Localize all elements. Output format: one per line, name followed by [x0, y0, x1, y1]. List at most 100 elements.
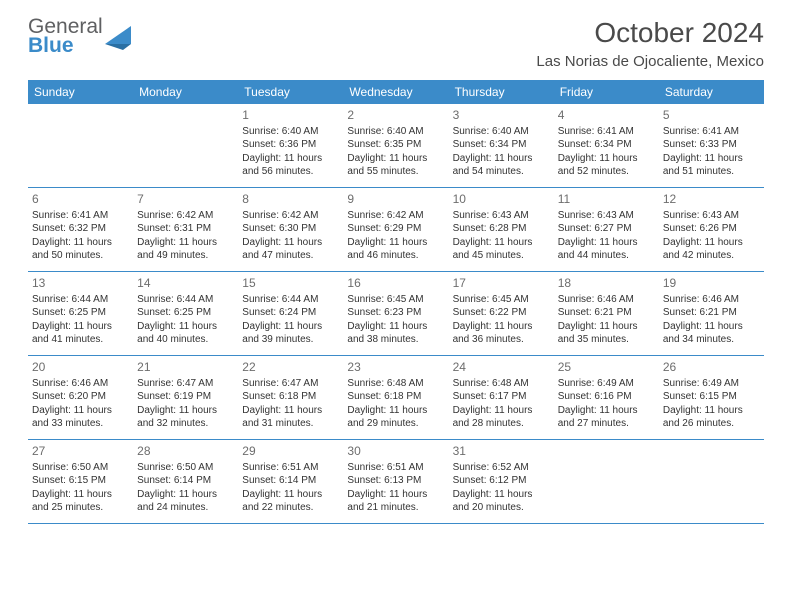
- calendar-day-cell: 11Sunrise: 6:43 AMSunset: 6:27 PMDayligh…: [554, 188, 659, 271]
- detail-line: Daylight: 11 hours and 33 minutes.: [32, 404, 129, 431]
- detail-line: Sunrise: 6:43 AM: [663, 209, 760, 223]
- detail-line: Sunrise: 6:48 AM: [453, 377, 550, 391]
- detail-line: Sunset: 6:31 PM: [137, 222, 234, 236]
- calendar-week-row: 1 Sunrise: 6:40 AMSunset: 6:36 PMDaylight…: [28, 104, 764, 188]
- day-number: 1: [242, 107, 339, 123]
- day-number: 24: [453, 359, 550, 375]
- detail-line: Daylight: 11 hours and 49 minutes.: [137, 236, 234, 263]
- detail-line: Daylight: 11 hours and 34 minutes.: [663, 320, 760, 347]
- detail-line: Daylight: 11 hours and 54 minutes.: [453, 152, 550, 179]
- calendar-day-cell: 19 Sunrise: 6:46 AMSunset: 6:21 PMDayligh…: [659, 272, 764, 355]
- day-header: Monday: [133, 80, 238, 104]
- day-number: 22: [242, 359, 339, 375]
- detail-line: Sunset: 6:16 PM: [558, 390, 655, 404]
- detail-line: Sunset: 6:20 PM: [32, 390, 129, 404]
- calendar-day-cell: 26Sunrise: 6:49 AMSunset: 6:15 PMDayligh…: [659, 356, 764, 439]
- detail-line: Sunset: 6:29 PM: [347, 222, 444, 236]
- calendar-day-cell: 8 Sunrise: 6:42 AMSunset: 6:30 PMDaylight…: [238, 188, 343, 271]
- day-details: Sunrise: 6:48 AMSunset: 6:17 PMDaylight:…: [453, 377, 550, 431]
- calendar-day-cell: 23Sunrise: 6:48 AMSunset: 6:18 PMDayligh…: [343, 356, 448, 439]
- logo-text-block: General Blue: [28, 18, 103, 56]
- detail-line: Sunset: 6:13 PM: [347, 474, 444, 488]
- day-number: 4: [558, 107, 655, 123]
- detail-line: Daylight: 11 hours and 26 minutes.: [663, 404, 760, 431]
- day-number: 7: [137, 191, 234, 207]
- detail-line: Daylight: 11 hours and 27 minutes.: [558, 404, 655, 431]
- day-details: Sunrise: 6:46 AMSunset: 6:21 PMDaylight:…: [663, 293, 760, 347]
- detail-line: Sunset: 6:15 PM: [663, 390, 760, 404]
- detail-line: Daylight: 11 hours and 51 minutes.: [663, 152, 760, 179]
- detail-line: Sunrise: 6:41 AM: [32, 209, 129, 223]
- detail-line: Sunrise: 6:51 AM: [242, 461, 339, 475]
- calendar-day-cell: 18 Sunrise: 6:46 AMSunset: 6:21 PMDayligh…: [554, 272, 659, 355]
- detail-line: Sunset: 6:34 PM: [558, 138, 655, 152]
- day-details: Sunrise: 6:49 AMSunset: 6:15 PMDaylight:…: [663, 377, 760, 431]
- day-details: Sunrise: 6:46 AMSunset: 6:21 PMDaylight:…: [558, 293, 655, 347]
- day-details: Sunrise: 6:42 AMSunset: 6:30 PMDaylight:…: [242, 209, 339, 263]
- detail-line: Sunset: 6:21 PM: [558, 306, 655, 320]
- detail-line: Daylight: 11 hours and 50 minutes.: [32, 236, 129, 263]
- detail-line: Sunrise: 6:50 AM: [137, 461, 234, 475]
- calendar-day-cell: 10Sunrise: 6:43 AMSunset: 6:28 PMDayligh…: [449, 188, 554, 271]
- title-block: October 2024 Las Norias de Ojocaliente, …: [536, 18, 764, 70]
- calendar-day-cell: 4Sunrise: 6:41 AMSunset: 6:34 PMDaylight…: [554, 104, 659, 187]
- day-details: Sunrise: 6:44 AMSunset: 6:25 PMDaylight:…: [32, 293, 129, 347]
- detail-line: Daylight: 11 hours and 40 minutes.: [137, 320, 234, 347]
- detail-line: Daylight: 11 hours and 44 minutes.: [558, 236, 655, 263]
- detail-line: Sunrise: 6:42 AM: [137, 209, 234, 223]
- day-details: Sunrise: 6:50 AMSunset: 6:14 PMDaylight:…: [137, 461, 234, 515]
- brand-word2: Blue: [28, 37, 103, 56]
- page-header: General Blue October 2024 Las Norias de …: [28, 18, 764, 70]
- calendar-day-cell: 16Sunrise: 6:45 AMSunset: 6:23 PMDayligh…: [343, 272, 448, 355]
- detail-line: Sunrise: 6:47 AM: [242, 377, 339, 391]
- detail-line: Sunset: 6:32 PM: [32, 222, 129, 236]
- day-number: 15: [242, 275, 339, 291]
- day-details: Sunrise: 6:42 AMSunset: 6:29 PMDaylight:…: [347, 209, 444, 263]
- day-details: Sunrise: 6:52 AMSunset: 6:12 PMDaylight:…: [453, 461, 550, 515]
- calendar-day-cell: 30Sunrise: 6:51 AMSunset: 6:13 PMDayligh…: [343, 440, 448, 523]
- detail-line: Sunrise: 6:41 AM: [663, 125, 760, 139]
- day-details: Sunrise: 6:45 AMSunset: 6:23 PMDaylight:…: [347, 293, 444, 347]
- day-number: 20: [32, 359, 129, 375]
- day-number: 30: [347, 443, 444, 459]
- detail-line: Sunset: 6:19 PM: [137, 390, 234, 404]
- detail-line: Daylight: 11 hours and 35 minutes.: [558, 320, 655, 347]
- month-title: October 2024: [536, 18, 764, 49]
- calendar-day-cell: 1 Sunrise: 6:40 AMSunset: 6:36 PMDaylight…: [238, 104, 343, 187]
- day-number: 5: [663, 107, 760, 123]
- calendar-day-cell: 28Sunrise: 6:50 AMSunset: 6:14 PMDayligh…: [133, 440, 238, 523]
- detail-line: Daylight: 11 hours and 28 minutes.: [453, 404, 550, 431]
- day-header: Thursday: [449, 80, 554, 104]
- detail-line: Sunrise: 6:40 AM: [453, 125, 550, 139]
- detail-line: Sunrise: 6:49 AM: [558, 377, 655, 391]
- calendar-day-cell: 20Sunrise: 6:46 AMSunset: 6:20 PMDayligh…: [28, 356, 133, 439]
- day-number: 17: [453, 275, 550, 291]
- day-number: 8: [242, 191, 339, 207]
- calendar-day-cell: 22Sunrise: 6:47 AMSunset: 6:18 PMDayligh…: [238, 356, 343, 439]
- day-number: 19: [663, 275, 760, 291]
- detail-line: Sunrise: 6:40 AM: [347, 125, 444, 139]
- detail-line: Daylight: 11 hours and 45 minutes.: [453, 236, 550, 263]
- day-details: Sunrise: 6:44 AMSunset: 6:24 PMDaylight:…: [242, 293, 339, 347]
- brand-logo: General Blue: [28, 18, 135, 56]
- day-number: 9: [347, 191, 444, 207]
- calendar-day-cell: [28, 104, 133, 187]
- day-details: Sunrise: 6:41 AMSunset: 6:33 PMDaylight:…: [663, 125, 760, 179]
- detail-line: Sunset: 6:21 PM: [663, 306, 760, 320]
- day-header: Friday: [554, 80, 659, 104]
- day-number: 29: [242, 443, 339, 459]
- detail-line: Sunset: 6:25 PM: [137, 306, 234, 320]
- detail-line: Daylight: 11 hours and 38 minutes.: [347, 320, 444, 347]
- detail-line: Sunrise: 6:50 AM: [32, 461, 129, 475]
- day-number: 18: [558, 275, 655, 291]
- day-number: 13: [32, 275, 129, 291]
- day-details: Sunrise: 6:40 AMSunset: 6:36 PMDaylight:…: [242, 125, 339, 179]
- detail-line: Sunset: 6:23 PM: [347, 306, 444, 320]
- calendar-week-row: 13Sunrise: 6:44 AMSunset: 6:25 PMDayligh…: [28, 272, 764, 356]
- calendar-day-cell: 17Sunrise: 6:45 AMSunset: 6:22 PMDayligh…: [449, 272, 554, 355]
- detail-line: Sunrise: 6:44 AM: [242, 293, 339, 307]
- detail-line: Sunset: 6:33 PM: [663, 138, 760, 152]
- calendar-header-row: SundayMondayTuesdayWednesdayThursdayFrid…: [28, 80, 764, 104]
- detail-line: Sunset: 6:22 PM: [453, 306, 550, 320]
- day-details: Sunrise: 6:41 AMSunset: 6:32 PMDaylight:…: [32, 209, 129, 263]
